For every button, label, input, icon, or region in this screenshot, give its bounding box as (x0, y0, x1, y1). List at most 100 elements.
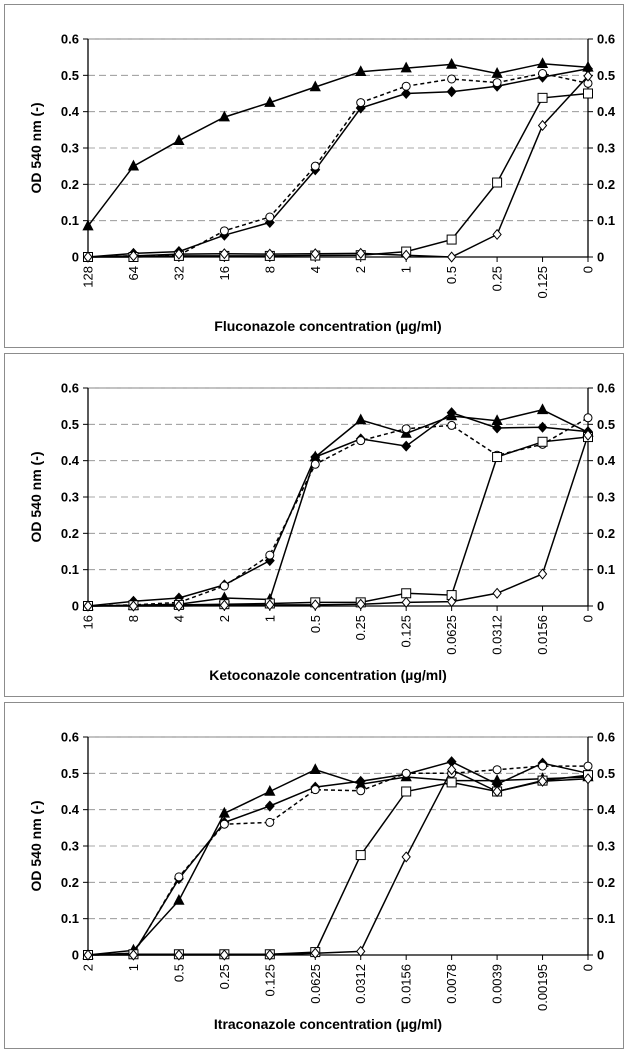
data-point-triangle-filled (491, 67, 503, 78)
y-tick-label-left: 0.3 (61, 141, 79, 156)
data-point-diamond-open (174, 248, 184, 260)
data-point-triangle-filled (127, 159, 140, 171)
data-point-circle-open (356, 436, 366, 446)
data-point-diamond-open (310, 947, 320, 959)
x-tick-label: 0.5 (444, 266, 459, 284)
data-point-diamond-filled (355, 775, 366, 787)
x-tick-label: 16 (217, 266, 232, 280)
y-tick-label-left: 0.1 (61, 562, 79, 577)
data-point-circle-open (492, 765, 502, 775)
x-axis-title: Ketoconazole concentration (µg/ml) (209, 667, 447, 683)
y-tick-label-left: 0.1 (61, 911, 79, 926)
data-point-triangle-filled (173, 894, 185, 905)
x-tick-label: 0.0625 (308, 964, 323, 1004)
y-tick-label-right: 0.2 (597, 875, 615, 890)
series-line-square-open (87, 436, 589, 607)
data-point-diamond-open (265, 949, 275, 961)
series-markers (82, 57, 594, 263)
chart-ketoconazole: 0 00.1 0.10.2 0.20.3 0.30.4 0.40.5 0.50.6 0.616… (28, 381, 616, 684)
y-tick-label-right: 0.2 (597, 177, 615, 192)
x-tick-label: 0 (581, 615, 596, 622)
x-tick-label: 1 (262, 615, 277, 622)
x-tick-label: 0.5 (171, 964, 186, 982)
data-point-triangle-filled (446, 57, 458, 69)
x-tick-label: 2 (353, 266, 368, 273)
data-point-diamond-open (83, 600, 93, 612)
data-point-diamond-open (492, 228, 502, 241)
data-point-diamond-open (446, 596, 457, 608)
data-point-square-open (537, 436, 548, 447)
data-point-diamond-open (446, 764, 457, 776)
series-line-triangle-filled (87, 62, 589, 227)
data-point-diamond-open (583, 70, 593, 82)
y-tick-label-right: 0.1 (597, 213, 615, 228)
data-point-diamond-filled (401, 87, 412, 100)
series-line-diamond-open (88, 434, 589, 607)
data-point-diamond-open (219, 949, 230, 961)
data-point-diamond-open (401, 851, 411, 863)
data-point-circle-open (265, 550, 275, 560)
data-point-circle-open (447, 74, 457, 84)
series-line-circle-open (87, 765, 588, 956)
data-point-diamond-filled (446, 86, 457, 98)
y-tick-label-right: 0.6 (597, 32, 615, 47)
data-point-square-open (583, 88, 593, 99)
data-point-circle-open (583, 761, 593, 771)
x-tick-label: 8 (126, 615, 141, 622)
x-tick-label: 2 (81, 964, 96, 971)
x-tick-label: 0.25 (217, 964, 232, 989)
y-tick-label-left: 0.2 (61, 875, 79, 890)
data-point-diamond-filled (264, 800, 275, 812)
data-point-diamond-open (492, 785, 502, 798)
data-point-circle-open (219, 819, 229, 829)
data-point-triangle-filled (309, 80, 321, 92)
y-tick-label-right: 0.6 (597, 730, 615, 745)
data-point-diamond-open (356, 945, 366, 957)
series-markers (82, 756, 594, 961)
chart-itraconazole: 0 00.1 0.10.2 0.20.3 0.30.4 0.40.5 0.50.6 0.62 1… (28, 730, 616, 1033)
x-tick-label: 64 (126, 266, 141, 280)
y-tick-label-right: 0.4 (597, 453, 616, 468)
x-tick-label: 16 (81, 615, 96, 629)
x-tick-label: 0 (581, 964, 596, 971)
x-tick-label: 0.25 (490, 266, 505, 291)
y-tick-label-left: 0 (72, 948, 79, 963)
y-tick-label-right: 0.4 (597, 802, 616, 817)
series-lines (87, 409, 589, 607)
y-tick-label-left: 0.4 (61, 802, 80, 817)
x-tick-label: 0.0312 (490, 615, 505, 655)
data-point-diamond-open (128, 949, 139, 961)
y-tick-label-left: 0.3 (61, 490, 79, 505)
x-tick-label: 0.0078 (444, 964, 459, 1004)
y-tick-label-left: 0.6 (61, 730, 79, 745)
data-point-diamond-open (128, 600, 139, 612)
data-point-diamond-open (219, 248, 230, 260)
series-line-diamond-filled (87, 68, 589, 258)
data-point-diamond-open (310, 248, 320, 260)
data-point-diamond-open (583, 773, 593, 785)
y-axis-title: OD 540 nm (-) (28, 451, 44, 542)
data-point-triangle-filled (82, 219, 94, 231)
data-point-square-open (492, 177, 503, 188)
y-tick-label-right: 0.1 (597, 911, 615, 926)
y-tick-label-left: 0 (72, 599, 79, 614)
series-line-circle-open (87, 72, 589, 258)
x-tick-label: 0.125 (262, 964, 277, 997)
y-tick-label-right: 0 (597, 599, 604, 614)
x-tick-label: 4 (171, 615, 186, 622)
data-point-circle-open (174, 872, 184, 882)
x-tick-label: 0.0039 (490, 964, 505, 1004)
y-tick-label-right: 0.3 (597, 141, 615, 156)
y-tick-label-right: 0.4 (597, 104, 616, 119)
data-point-diamond-open (356, 247, 366, 259)
data-point-diamond-open (401, 249, 411, 261)
y-tick-label-left: 0.6 (61, 381, 79, 396)
y-tick-label-right: 0.3 (597, 839, 615, 854)
x-tick-label: 0.125 (535, 266, 550, 299)
data-point-circle-open (356, 786, 366, 796)
data-point-triangle-filled (536, 403, 549, 415)
data-point-circle-open (447, 420, 457, 430)
chart-fluconazole: 0 00.1 0.10.2 0.20.3 0.30.4 0.40.5 0.50.6 0.612… (28, 32, 616, 335)
data-point-triangle-filled (218, 110, 230, 122)
y-tick-label-left: 0.3 (61, 839, 79, 854)
